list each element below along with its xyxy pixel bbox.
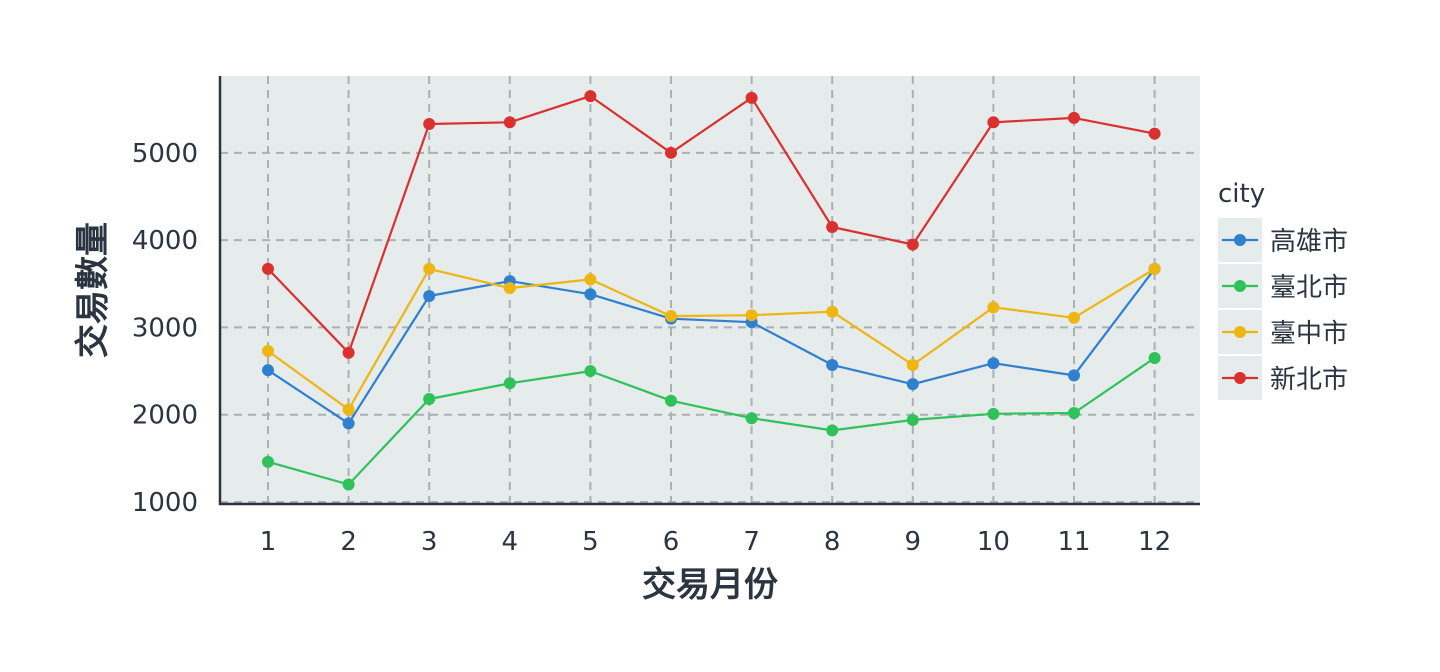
data-point (906, 358, 919, 371)
data-point (1148, 351, 1161, 364)
data-point (1068, 311, 1080, 324)
data-point (503, 116, 516, 129)
x-axis-title: 交易月份 (642, 565, 778, 605)
data-point (584, 273, 597, 286)
data-point (745, 412, 758, 425)
series-line (267, 357, 1156, 486)
plot-background (220, 76, 1200, 504)
legend-label: 臺中市 (1270, 319, 1348, 349)
data-point (342, 417, 355, 430)
data-point (423, 289, 436, 302)
legend-title: city (1218, 179, 1265, 209)
legend-item: 臺北市 (1218, 264, 1348, 308)
data-point (423, 262, 436, 275)
data-point (906, 413, 919, 426)
data-point (503, 282, 516, 295)
x-tick-label: 11 (1057, 527, 1090, 557)
data-point (423, 118, 436, 131)
y-tick-label: 1000 (132, 488, 198, 518)
data-point (584, 365, 597, 378)
x-tick-label: 6 (663, 527, 680, 557)
data-point (342, 346, 355, 359)
data-point (745, 91, 758, 104)
data-point (826, 358, 839, 371)
data-point (987, 301, 1000, 314)
x-tick-labels: 1 2 3 4 5 6 7 8 9 10 11 12 (260, 527, 1171, 557)
data-point (423, 392, 436, 405)
series-group (262, 351, 1161, 491)
series-group (262, 90, 1161, 359)
data-point (262, 364, 274, 377)
data-point (262, 344, 274, 357)
legend-label: 新北市 (1270, 365, 1348, 395)
y-tick-label: 4000 (132, 226, 198, 256)
x-tick-label: 5 (582, 527, 599, 557)
data-point (1148, 262, 1161, 275)
data-point (665, 146, 677, 159)
series-layer (262, 90, 1161, 491)
x-tick-label: 10 (977, 527, 1010, 557)
data-point (584, 288, 597, 301)
data-point (665, 394, 677, 407)
data-point (665, 310, 677, 323)
data-point (906, 238, 919, 251)
data-point (1068, 369, 1080, 382)
data-point (826, 424, 839, 437)
data-point (745, 309, 758, 322)
y-tick-label: 5000 (132, 139, 198, 169)
data-point (1068, 406, 1080, 419)
y-tick-label: 3000 (132, 313, 198, 343)
data-point (342, 478, 355, 491)
legend-key-marker (1234, 326, 1246, 338)
legend-item: 新北市 (1218, 356, 1348, 400)
x-tick-label: 4 (502, 527, 519, 557)
data-point (906, 378, 919, 391)
data-point (262, 455, 274, 468)
data-point (826, 305, 839, 318)
x-tick-label: 7 (743, 527, 760, 557)
data-point (1068, 111, 1080, 124)
x-tick-label: 3 (421, 527, 438, 557)
legend-label: 臺北市 (1270, 273, 1348, 303)
legend-key-marker (1234, 234, 1246, 246)
data-point (342, 403, 355, 416)
legend-key-marker (1234, 372, 1246, 384)
series-line (267, 268, 1156, 425)
series-line (267, 94, 1155, 354)
data-point (826, 221, 839, 234)
data-point (987, 407, 1000, 420)
series-line (267, 267, 1156, 411)
data-point (987, 116, 1000, 129)
data-point (987, 357, 1000, 370)
legend-item: 高雄市 (1218, 218, 1348, 262)
y-tick-labels: 1000 2000 3000 4000 5000 (132, 139, 198, 518)
y-tick-label: 2000 (132, 401, 198, 431)
x-tick-label: 9 (905, 527, 922, 557)
data-point (1148, 127, 1161, 140)
legend-item: 臺中市 (1218, 310, 1348, 354)
series-group (262, 262, 1161, 416)
x-tick-label: 2 (340, 527, 357, 557)
legend-key-marker (1234, 280, 1246, 292)
data-point (262, 262, 274, 275)
data-point (503, 377, 516, 390)
data-point (584, 90, 597, 103)
y-axis-title: 交易數量 (73, 222, 113, 358)
x-tick-label: 12 (1138, 527, 1171, 557)
x-tick-label: 1 (260, 527, 277, 557)
y-gridlines (220, 151, 1200, 503)
x-tick-label: 8 (824, 527, 841, 557)
legend-label: 高雄市 (1270, 227, 1348, 257)
